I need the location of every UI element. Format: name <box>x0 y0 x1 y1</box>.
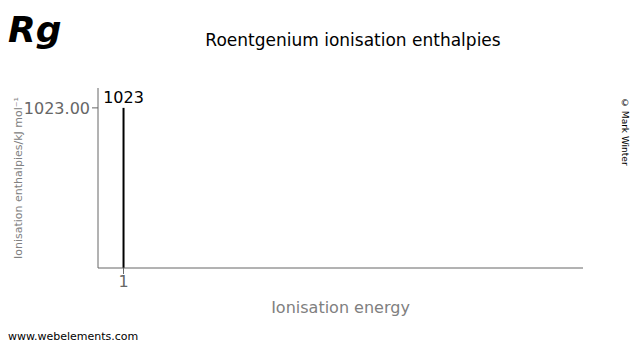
svg-text:Ionisation enthalpies/kJ mol⁻¹: Ionisation enthalpies/kJ mol⁻¹ <box>12 97 25 259</box>
html-text:www.webelements.com: www.webelements.com <box>8 330 139 343</box>
html-text:© Mark Winter: © Mark Winter <box>620 98 630 166</box>
html-text:Roentgenium ionisation enthalp: Roentgenium ionisation enthalpies <box>205 30 501 50</box>
svg-text:1: 1 <box>118 272 128 291</box>
svg-text:1023.00: 1023.00 <box>24 99 90 118</box>
html-text:Rg: Rg <box>8 9 62 50</box>
svg-text:Ionisation energy: Ionisation energy <box>271 298 410 317</box>
svg-text:1023: 1023 <box>103 88 144 107</box>
